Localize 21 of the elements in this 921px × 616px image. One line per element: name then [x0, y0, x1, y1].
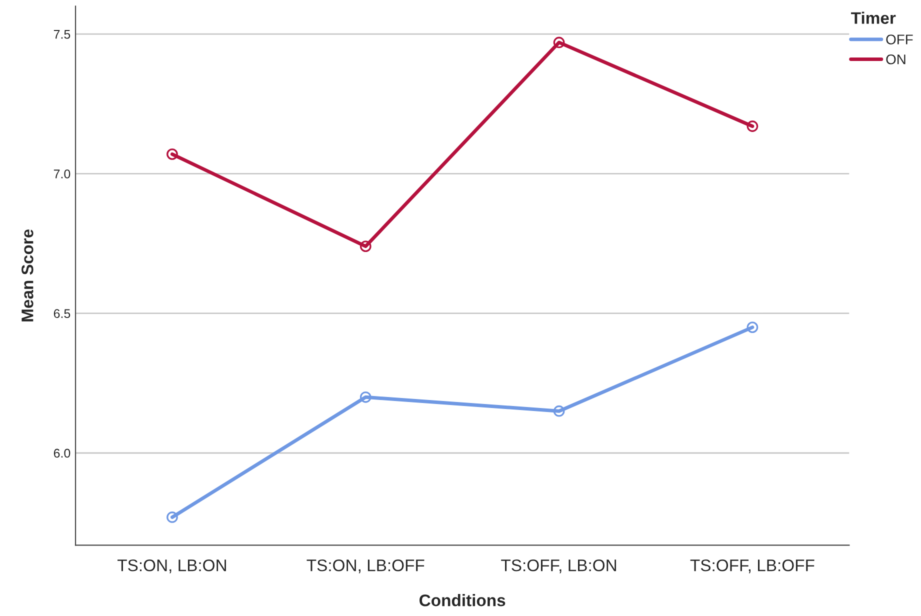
- x-axis-title: Conditions: [420, 594, 506, 606]
- legend-label: OFF: [886, 34, 913, 44]
- x-tick-label: TS:OFF, LB:OFF: [690, 559, 814, 574]
- point: [746, 322, 758, 334]
- legend-label: ON: [886, 54, 906, 64]
- y-tick-label: 7.0: [54, 170, 70, 178]
- y-tick-label: 6.0: [54, 448, 70, 458]
- point: [746, 120, 758, 132]
- x-tick-label: TS:OFF, LB:ON: [501, 559, 616, 574]
- y-axis-title: Mean Score: [22, 229, 34, 322]
- point: [360, 240, 372, 252]
- point: [166, 148, 178, 160]
- y-tick-label: 7.5: [54, 30, 70, 39]
- point: [360, 391, 372, 403]
- x-tick-label: TS:ON, LB:OFF: [306, 559, 424, 574]
- point: [553, 36, 565, 48]
- point: [166, 512, 178, 523]
- x-tick-label: TS:ON, LB:ON: [118, 559, 226, 574]
- point: [553, 405, 565, 417]
- y-tick-label: 6.5: [54, 309, 70, 318]
- legend-title: Timer: [851, 12, 896, 24]
